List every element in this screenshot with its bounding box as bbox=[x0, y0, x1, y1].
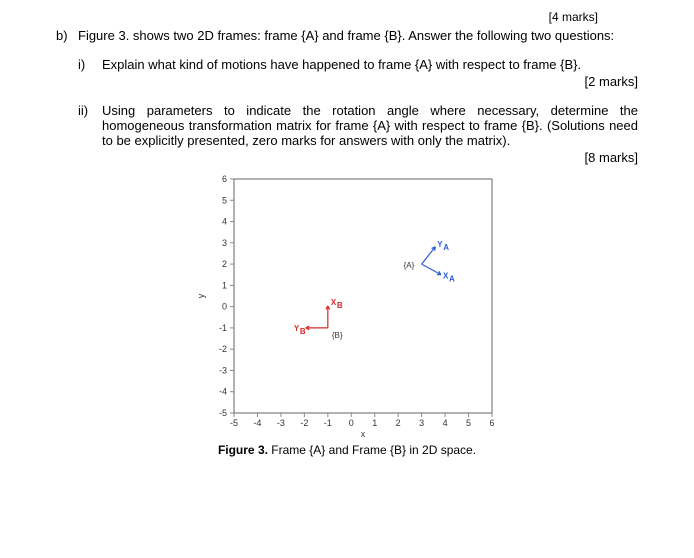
svg-text:-2: -2 bbox=[300, 418, 308, 428]
question-b-i-marks: [2 marks] bbox=[102, 74, 638, 89]
question-b-i: i) Explain what kind of motions have hap… bbox=[78, 57, 638, 89]
svg-text:-3: -3 bbox=[219, 365, 227, 375]
figure-3-caption: Figure 3. Frame {A} and Frame {B} in 2D … bbox=[56, 443, 638, 457]
question-b-ii-marks: [8 marks] bbox=[102, 150, 638, 165]
svg-text:6: 6 bbox=[222, 174, 227, 184]
svg-text:2: 2 bbox=[396, 418, 401, 428]
figure-3-caption-rest: Frame {A} and Frame {B} in 2D space. bbox=[268, 443, 476, 457]
question-b: b) Figure 3. shows two 2D frames: frame … bbox=[56, 28, 638, 43]
svg-text:5: 5 bbox=[466, 418, 471, 428]
svg-text:1: 1 bbox=[222, 280, 227, 290]
svg-text:-4: -4 bbox=[253, 418, 261, 428]
svg-text:A: A bbox=[443, 243, 449, 252]
svg-text:{A}: {A} bbox=[404, 261, 415, 270]
question-b-text: Figure 3. shows two 2D frames: frame {A}… bbox=[78, 28, 638, 43]
svg-text:4: 4 bbox=[222, 217, 227, 227]
question-b-ii: ii) Using parameters to indicate the rot… bbox=[78, 103, 638, 165]
svg-text:-4: -4 bbox=[219, 387, 227, 397]
svg-text:-2: -2 bbox=[219, 344, 227, 354]
question-b-i-label: i) bbox=[78, 57, 102, 89]
question-b-i-text: Explain what kind of motions have happen… bbox=[102, 57, 581, 72]
svg-text:-1: -1 bbox=[219, 323, 227, 333]
svg-text:y: y bbox=[196, 293, 206, 298]
svg-text:2: 2 bbox=[222, 259, 227, 269]
svg-text:4: 4 bbox=[443, 418, 448, 428]
svg-text:B: B bbox=[337, 301, 343, 310]
figure-3: -5-4-3-2-10123456-5-4-3-2-10123456xyXBYB… bbox=[56, 171, 638, 457]
svg-text:0: 0 bbox=[349, 418, 354, 428]
svg-text:A: A bbox=[449, 275, 455, 284]
svg-text:1: 1 bbox=[372, 418, 377, 428]
svg-text:6: 6 bbox=[489, 418, 494, 428]
figure-3-caption-bold: Figure 3. bbox=[218, 443, 268, 457]
svg-text:x: x bbox=[361, 429, 366, 439]
svg-text:3: 3 bbox=[222, 238, 227, 248]
svg-text:-5: -5 bbox=[219, 408, 227, 418]
question-b-ii-text: Using parameters to indicate the rotatio… bbox=[102, 103, 638, 148]
svg-text:-5: -5 bbox=[230, 418, 238, 428]
svg-text:B: B bbox=[300, 327, 306, 336]
figure-3-plot: -5-4-3-2-10123456-5-4-3-2-10123456xyXBYB… bbox=[192, 171, 502, 441]
top-marks-fragment: [4 marks] bbox=[56, 10, 638, 24]
svg-text:5: 5 bbox=[222, 195, 227, 205]
svg-text:-1: -1 bbox=[324, 418, 332, 428]
svg-text:-3: -3 bbox=[277, 418, 285, 428]
svg-text:0: 0 bbox=[222, 302, 227, 312]
svg-text:3: 3 bbox=[419, 418, 424, 428]
question-b-label: b) bbox=[56, 28, 78, 43]
svg-text:{B}: {B} bbox=[332, 331, 343, 340]
question-b-ii-label: ii) bbox=[78, 103, 102, 165]
